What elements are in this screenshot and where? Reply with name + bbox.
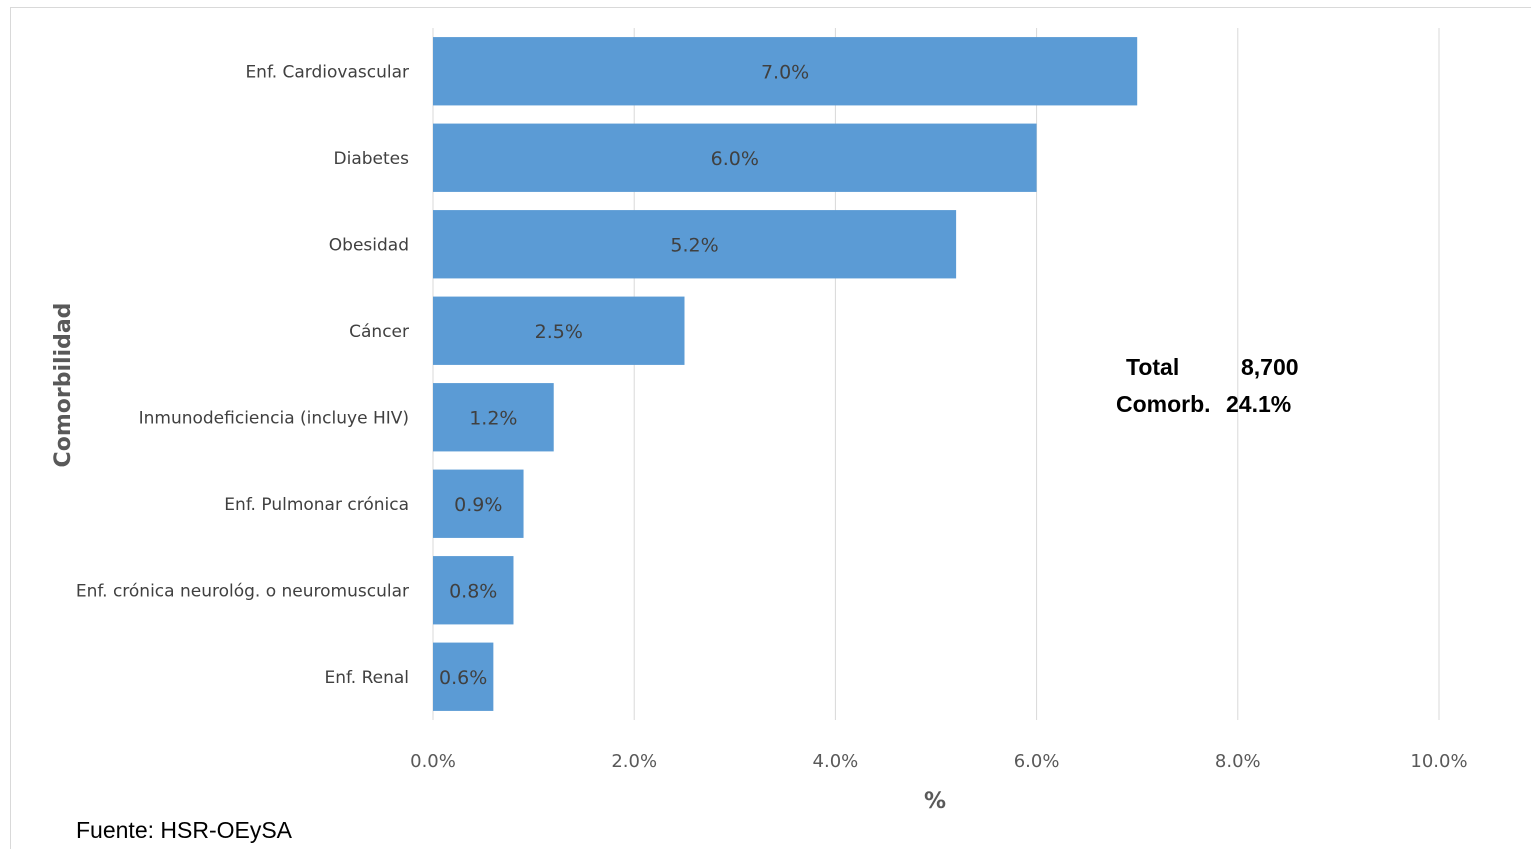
bar bbox=[433, 642, 494, 711]
bar bbox=[433, 556, 514, 625]
data-label: 6.0% bbox=[711, 148, 759, 170]
labels: 0.0% 2.0% 4.0% 6.0% 8.0% 10.0% Enf. Cardiovasc… bbox=[76, 61, 1468, 772]
bar bbox=[433, 383, 554, 452]
category-label: Enf. Renal bbox=[325, 668, 410, 688]
x-tick-label: 0.0% bbox=[410, 751, 456, 772]
chart-frame bbox=[10, 7, 1531, 849]
x-tick-label: 4.0% bbox=[813, 751, 859, 772]
annotation-total-label: Total bbox=[1126, 354, 1179, 380]
category-label: Obesidad bbox=[329, 235, 409, 255]
y-axis-title: Comorbilidad bbox=[51, 303, 76, 468]
data-label: 1.2% bbox=[469, 407, 517, 429]
data-label: 0.8% bbox=[449, 580, 497, 602]
category-label: Enf. crónica neurológ. o neuromuscular bbox=[76, 581, 409, 601]
category-label: Diabetes bbox=[334, 149, 410, 169]
x-tick-label: 6.0% bbox=[1014, 751, 1060, 772]
bar bbox=[433, 296, 685, 365]
data-label: 0.9% bbox=[454, 494, 502, 516]
category-label: Cáncer bbox=[349, 322, 409, 342]
category-label: Inmunodeficiencia (incluye HIV) bbox=[139, 408, 409, 428]
gridlines bbox=[432, 28, 1440, 720]
annotation-comorb-value: 24.1% bbox=[1226, 391, 1291, 417]
data-label: 0.6% bbox=[439, 667, 487, 689]
data-label: 7.0% bbox=[761, 61, 809, 83]
bars bbox=[433, 37, 1138, 711]
x-tick-label: 8.0% bbox=[1215, 751, 1261, 772]
category-label: Enf. Cardiovascular bbox=[245, 62, 409, 82]
x-tick-label: 10.0% bbox=[1410, 751, 1467, 772]
data-label: 2.5% bbox=[535, 321, 583, 343]
source-note: Fuente: HSR-OEySA bbox=[76, 817, 293, 843]
summary-annotation: Total 8,700 Comorb. 24.1% bbox=[1116, 354, 1299, 417]
bar bbox=[433, 123, 1037, 192]
x-axis-title: % bbox=[924, 789, 946, 814]
bar bbox=[433, 210, 957, 279]
category-label: Enf. Pulmonar crónica bbox=[224, 495, 409, 515]
bar bbox=[433, 469, 524, 538]
x-tick-label: 2.0% bbox=[611, 751, 657, 772]
data-label: 5.2% bbox=[670, 234, 718, 256]
annotation-total-value: 8,700 bbox=[1241, 354, 1299, 380]
annotation-comorb-label: Comorb. bbox=[1116, 391, 1211, 417]
bar bbox=[433, 37, 1138, 106]
